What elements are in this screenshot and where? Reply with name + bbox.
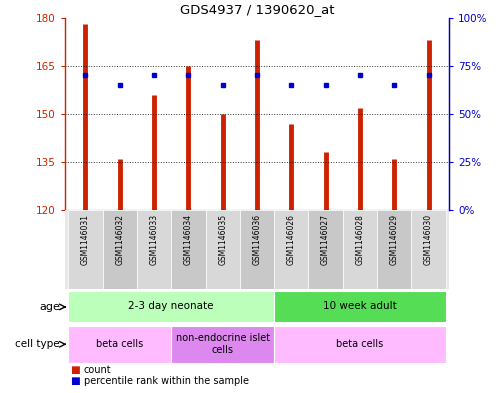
Bar <box>103 210 137 289</box>
Text: GSM1146036: GSM1146036 <box>252 214 261 265</box>
Bar <box>411 210 446 289</box>
Bar <box>171 326 274 363</box>
Title: GDS4937 / 1390620_at: GDS4937 / 1390620_at <box>180 4 334 17</box>
Text: GSM1146030: GSM1146030 <box>424 214 433 265</box>
Text: GSM1146028: GSM1146028 <box>355 214 364 265</box>
Bar <box>137 210 171 289</box>
Text: GSM1146033: GSM1146033 <box>150 214 159 265</box>
Text: GSM1146031: GSM1146031 <box>81 214 90 265</box>
Text: 2-3 day neonate: 2-3 day neonate <box>128 301 214 311</box>
Text: GSM1146029: GSM1146029 <box>390 214 399 265</box>
Text: GSM1146032: GSM1146032 <box>115 214 124 265</box>
Bar <box>308 210 343 289</box>
Text: GSM1146035: GSM1146035 <box>218 214 227 265</box>
Bar <box>206 210 240 289</box>
Text: GSM1146034: GSM1146034 <box>184 214 193 265</box>
Text: count: count <box>84 365 111 375</box>
Text: GSM1146027: GSM1146027 <box>321 214 330 265</box>
Text: beta cells: beta cells <box>336 339 384 349</box>
Bar <box>343 210 377 289</box>
Text: ■: ■ <box>70 365 80 375</box>
Text: age: age <box>39 302 60 312</box>
Text: percentile rank within the sample: percentile rank within the sample <box>84 376 249 386</box>
Bar <box>68 210 103 289</box>
Bar <box>240 210 274 289</box>
Bar <box>68 326 171 363</box>
Text: non-endocrine islet
cells: non-endocrine islet cells <box>176 334 270 355</box>
Bar <box>171 210 206 289</box>
Bar <box>274 326 446 363</box>
Text: ■: ■ <box>70 376 80 386</box>
Bar <box>274 210 308 289</box>
Text: 10 week adult: 10 week adult <box>323 301 397 311</box>
Text: GSM1146026: GSM1146026 <box>287 214 296 265</box>
Text: cell type: cell type <box>15 339 60 349</box>
Bar <box>274 291 446 323</box>
Bar <box>377 210 411 289</box>
Bar <box>68 291 274 323</box>
Text: beta cells: beta cells <box>96 339 143 349</box>
